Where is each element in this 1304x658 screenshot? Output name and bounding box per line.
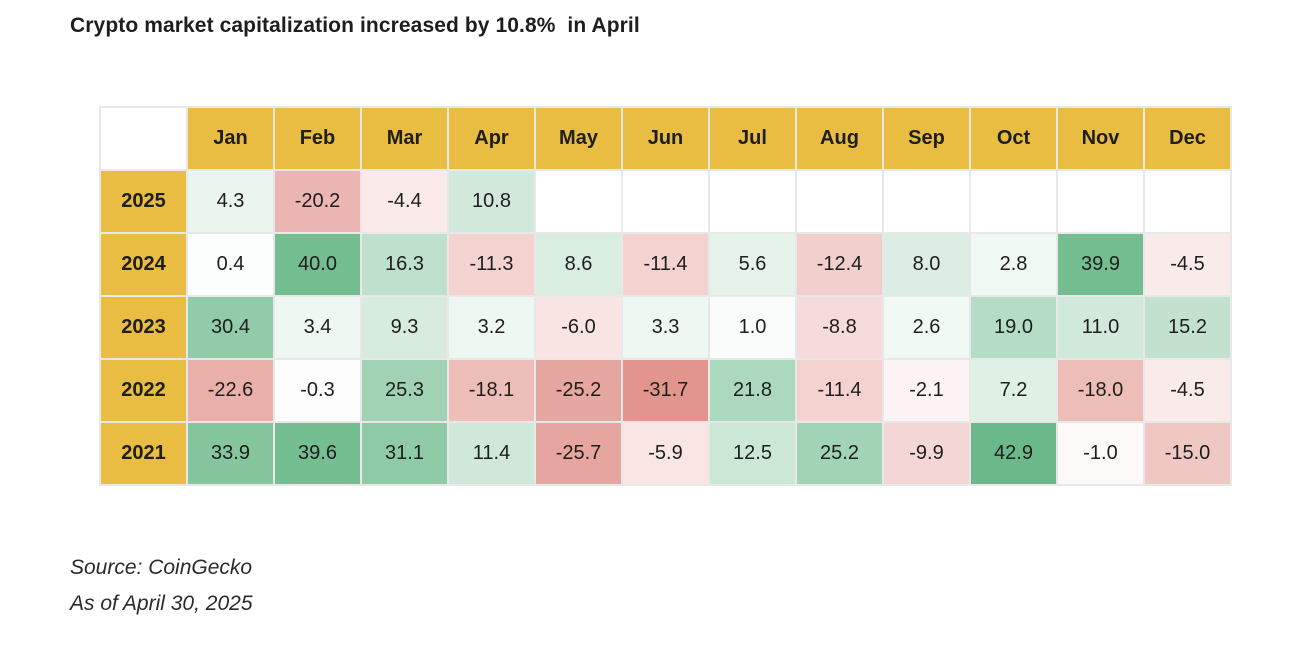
chart-title: Crypto market capitalization increased b… — [70, 14, 640, 37]
heatmap-cell: 30.4 — [186, 295, 275, 360]
heatmap-cell: -18.0 — [1056, 358, 1145, 423]
heatmap-cell: -11.4 — [795, 358, 884, 423]
heatmap-cell — [534, 169, 623, 234]
year-row: 2024 0.4 40.0 16.3 -11.3 8.6 -11.4 5.6 -12.4 8.0 2… — [99, 232, 1232, 297]
heatmap-cell: 8.6 — [534, 232, 623, 297]
heatmap-cell — [969, 169, 1058, 234]
corner-cell — [99, 106, 188, 171]
source-note: Source: CoinGecko As of April 30, 2025 — [70, 550, 253, 622]
heatmap-cell: 39.9 — [1056, 232, 1145, 297]
heatmap-cell: 2.8 — [969, 232, 1058, 297]
heatmap-cell: -25.7 — [534, 421, 623, 486]
heatmap-cell: -8.8 — [795, 295, 884, 360]
heatmap-cell: -31.7 — [621, 358, 710, 423]
heatmap-cell — [882, 169, 971, 234]
heatmap-cell: -20.2 — [273, 169, 362, 234]
heatmap-cell — [708, 169, 797, 234]
year-header: 2023 — [99, 295, 188, 360]
month-header: Dec — [1143, 106, 1232, 171]
month-header: Jul — [708, 106, 797, 171]
heatmap-cell — [795, 169, 884, 234]
heatmap-cell: -1.0 — [1056, 421, 1145, 486]
month-header: May — [534, 106, 623, 171]
heatmap-cell: 3.4 — [273, 295, 362, 360]
year-header: 2021 — [99, 421, 188, 486]
heatmap-cell: -25.2 — [534, 358, 623, 423]
heatmap-cell: 4.3 — [186, 169, 275, 234]
month-header: Feb — [273, 106, 362, 171]
year-row: 2023 30.4 3.4 9.3 3.2 -6.0 3.3 1.0 -8.8 2.6 19.0 11… — [99, 295, 1232, 360]
source-label: Source: CoinGecko — [70, 556, 253, 579]
heatmap-cell: 21.8 — [708, 358, 797, 423]
year-row: 2022 -22.6 -0.3 25.3 -18.1 -25.2 -31.7 21.8 -11.… — [99, 358, 1232, 423]
heatmap-cell: -4.4 — [360, 169, 449, 234]
month-header: Jun — [621, 106, 710, 171]
heatmap-cell: 8.0 — [882, 232, 971, 297]
heatmap-cell: -4.5 — [1143, 358, 1232, 423]
heatmap-cell: 40.0 — [273, 232, 362, 297]
heatmap-cell: 10.8 — [447, 169, 536, 234]
as-of-label: As of April 30, 2025 — [70, 592, 253, 615]
heatmap-cell: -22.6 — [186, 358, 275, 423]
heatmap-cell: -5.9 — [621, 421, 710, 486]
heatmap-cell: 3.2 — [447, 295, 536, 360]
heatmap-cell: -0.3 — [273, 358, 362, 423]
heatmap-cell: -6.0 — [534, 295, 623, 360]
month-header: Aug — [795, 106, 884, 171]
heatmap-cell — [621, 169, 710, 234]
header-row: Jan Feb Mar Apr May Jun Jul Aug Sep Oct Nov Dec — [99, 106, 1232, 171]
year-row: 2021 33.9 39.6 31.1 11.4 -25.7 -5.9 12.5 25.2 -9.… — [99, 421, 1232, 486]
heatmap-cell: 39.6 — [273, 421, 362, 486]
heatmap-cell: 2.6 — [882, 295, 971, 360]
heatmap-cell — [1143, 169, 1232, 234]
month-header: Mar — [360, 106, 449, 171]
heatmap-cell: 11.0 — [1056, 295, 1145, 360]
heatmap-table: Jan Feb Mar Apr May Jun Jul Aug Sep Oct Nov Dec 202… — [99, 106, 1232, 486]
heatmap-cell: 15.2 — [1143, 295, 1232, 360]
year-header: 2025 — [99, 169, 188, 234]
heatmap-cell: -11.3 — [447, 232, 536, 297]
heatmap-cell: 25.3 — [360, 358, 449, 423]
heatmap-cell: 9.3 — [360, 295, 449, 360]
heatmap-cell — [1056, 169, 1145, 234]
heatmap-cell: 7.2 — [969, 358, 1058, 423]
heatmap-cell: -18.1 — [447, 358, 536, 423]
year-row: 2025 4.3 -20.2 -4.4 10.8 — [99, 169, 1232, 234]
heatmap-cell: 5.6 — [708, 232, 797, 297]
year-header: 2022 — [99, 358, 188, 423]
heatmap-cell: 3.3 — [621, 295, 710, 360]
month-header: Sep — [882, 106, 971, 171]
month-header: Oct — [969, 106, 1058, 171]
heatmap-cell: 11.4 — [447, 421, 536, 486]
heatmap-cell: -4.5 — [1143, 232, 1232, 297]
heatmap-cell: 12.5 — [708, 421, 797, 486]
heatmap-cell: 16.3 — [360, 232, 449, 297]
heatmap-body: 2025 4.3 -20.2 -4.4 10.8 2024 0.4 40.0 16.3 -11.3… — [99, 169, 1232, 486]
month-header: Apr — [447, 106, 536, 171]
heatmap-cell: 31.1 — [360, 421, 449, 486]
heatmap-cell: -12.4 — [795, 232, 884, 297]
heatmap-cell: 33.9 — [186, 421, 275, 486]
heatmap-cell: 0.4 — [186, 232, 275, 297]
heatmap-cell: 42.9 — [969, 421, 1058, 486]
heatmap-cell: 1.0 — [708, 295, 797, 360]
heatmap-cell: -9.9 — [882, 421, 971, 486]
year-header: 2024 — [99, 232, 188, 297]
heatmap-cell: -2.1 — [882, 358, 971, 423]
month-header: Jan — [186, 106, 275, 171]
heatmap-cell: 19.0 — [969, 295, 1058, 360]
heatmap-cell: 25.2 — [795, 421, 884, 486]
month-header: Nov — [1056, 106, 1145, 171]
heatmap-cell: -11.4 — [621, 232, 710, 297]
heatmap-cell: -15.0 — [1143, 421, 1232, 486]
